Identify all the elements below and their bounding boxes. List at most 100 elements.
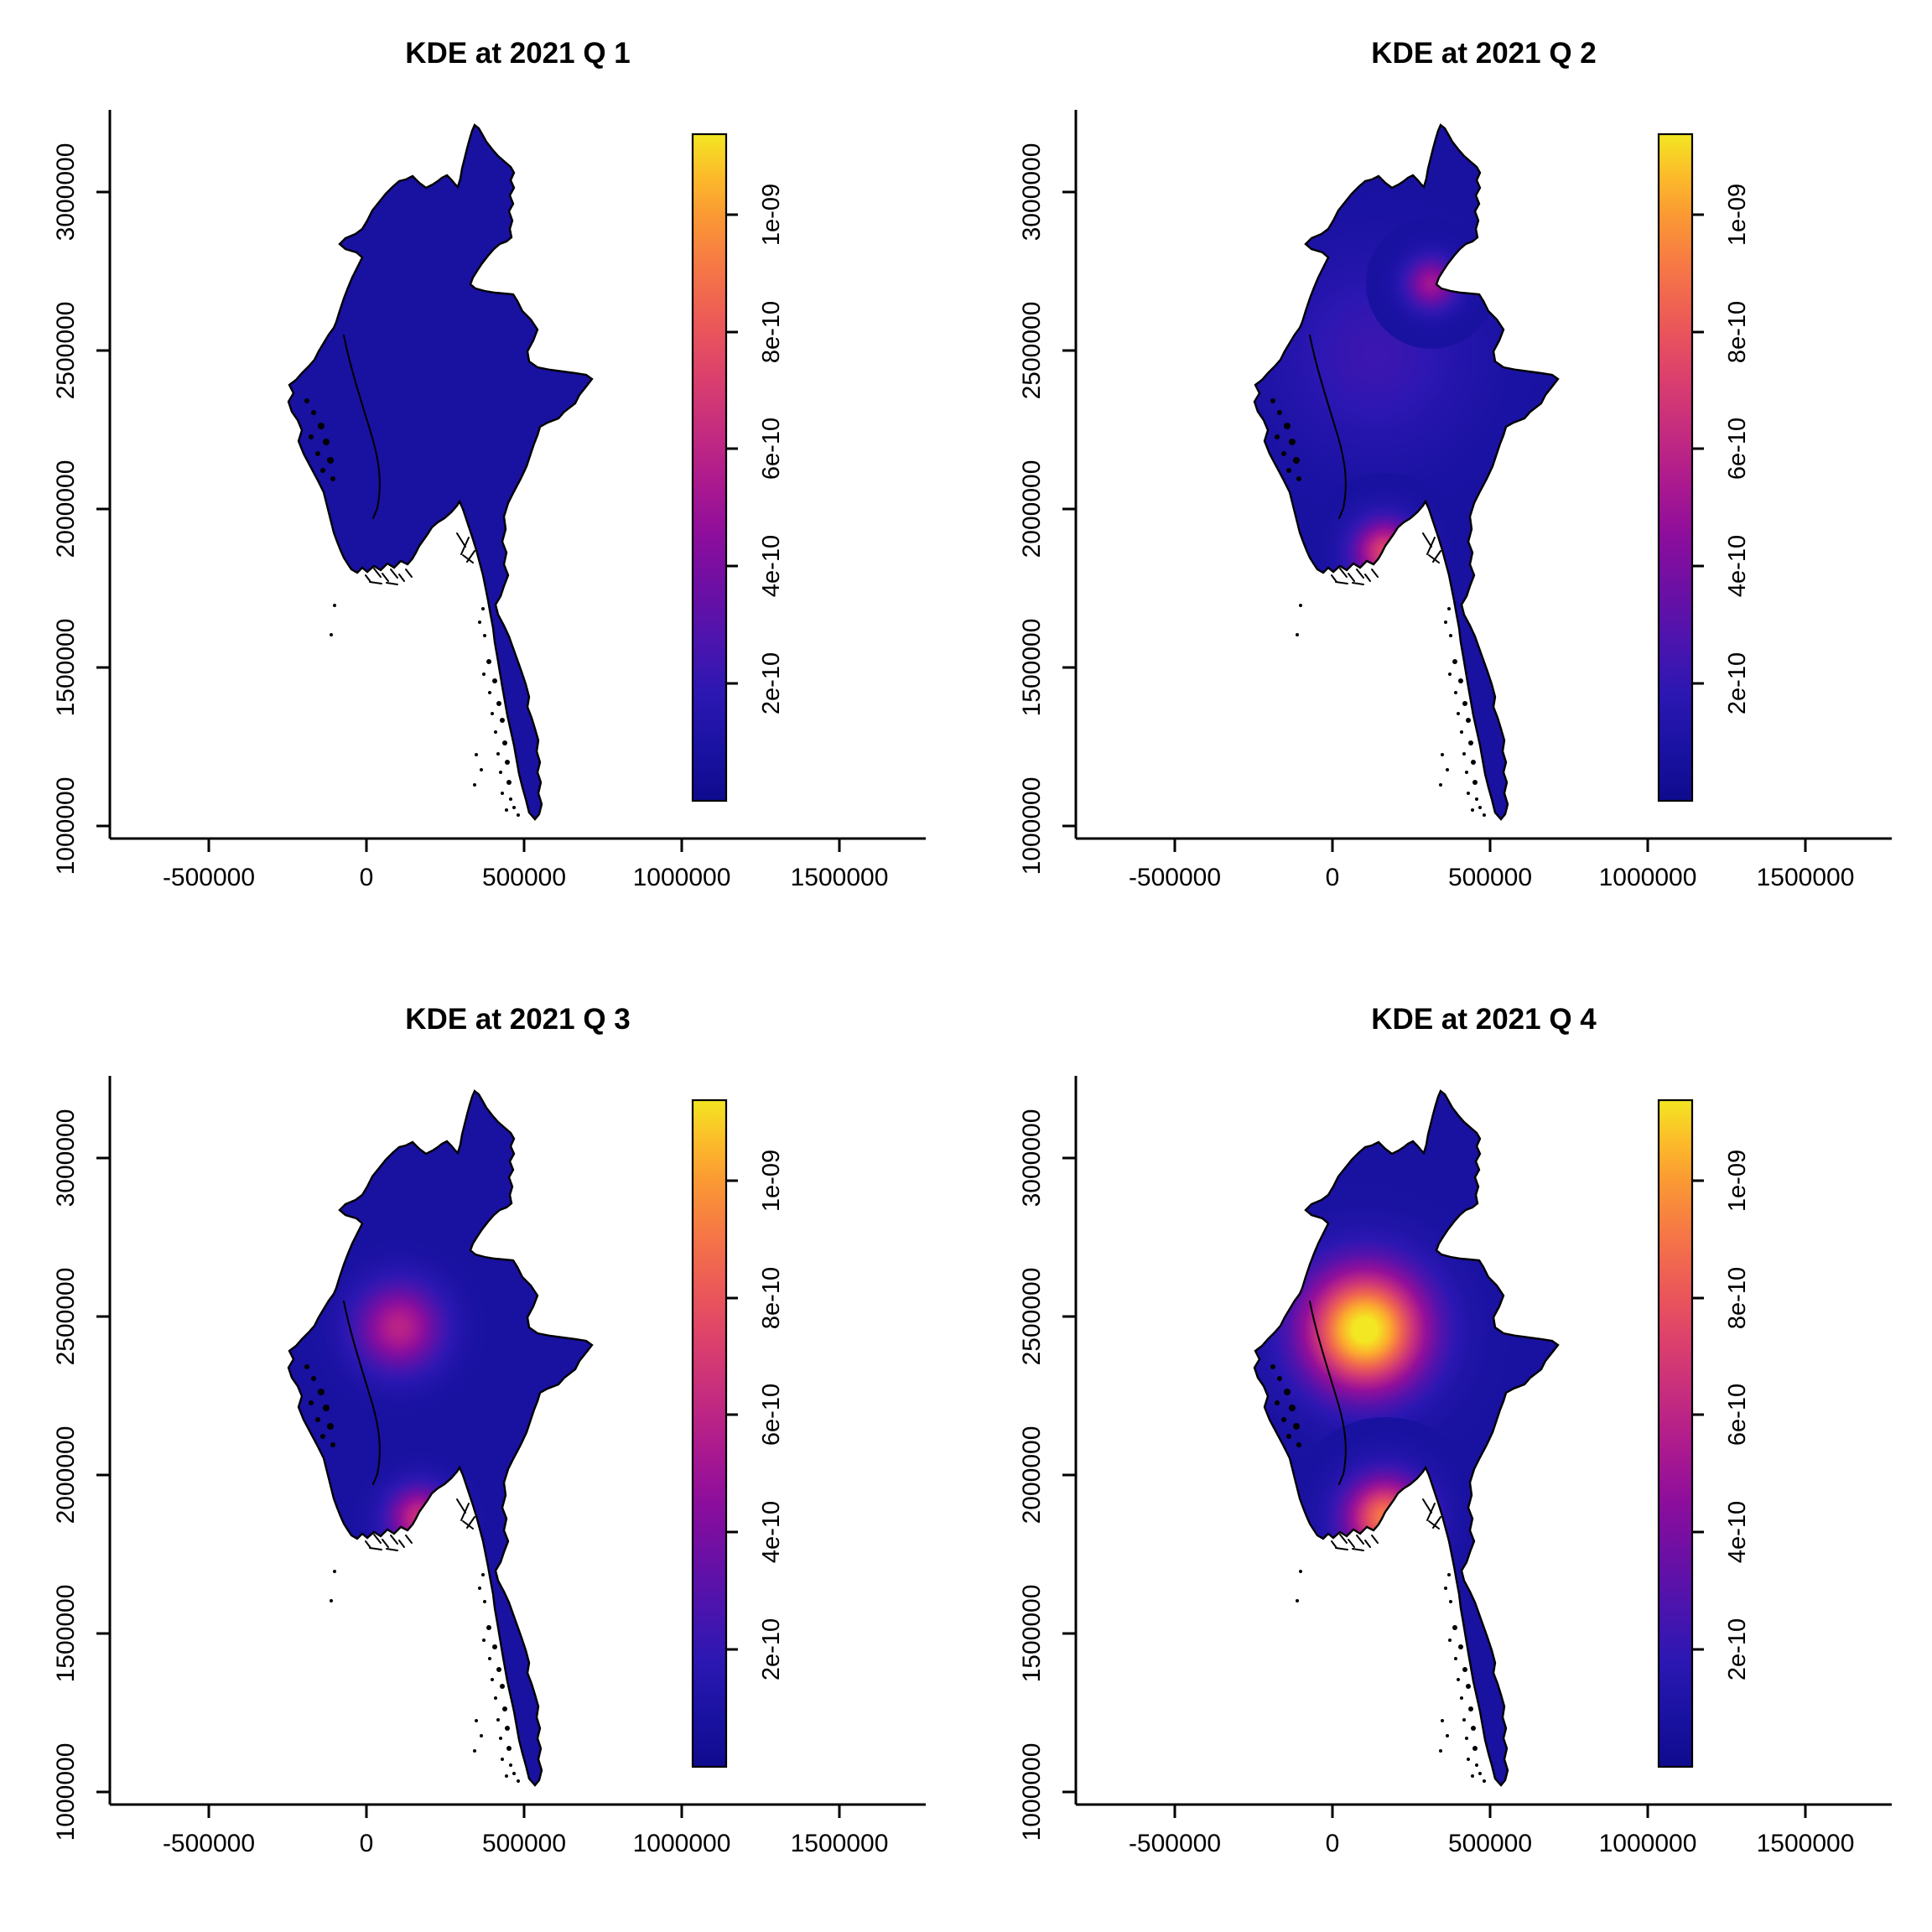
svg-text:1500000: 1500000 <box>1757 864 1855 891</box>
island-dot <box>1293 457 1300 464</box>
island-dot <box>323 1405 330 1411</box>
svg-text:-500000: -500000 <box>163 1830 255 1857</box>
island-dot <box>481 607 485 610</box>
svg-text:-500000: -500000 <box>1129 1830 1221 1857</box>
svg-text:0: 0 <box>360 1830 374 1857</box>
island-dot <box>1467 792 1470 795</box>
svg-text:3000000: 3000000 <box>1018 143 1046 242</box>
island-dot <box>315 451 320 456</box>
svg-text:2e-10: 2e-10 <box>1724 1618 1751 1680</box>
svg-text:8e-10: 8e-10 <box>1724 301 1751 363</box>
island-dot <box>1465 1737 1468 1740</box>
svg-text:6e-10: 6e-10 <box>1724 1384 1751 1446</box>
island-dot <box>1468 740 1473 745</box>
island-dot <box>1478 1772 1482 1775</box>
island-dot <box>509 1763 512 1767</box>
island-dot <box>1286 1434 1291 1439</box>
island-dot <box>1289 439 1296 445</box>
island-dot <box>491 712 494 715</box>
island-dot <box>1270 1364 1275 1369</box>
coastline-detail <box>1422 532 1441 564</box>
panel-title-q3: KDE at 2021 Q 3 <box>405 1003 631 1036</box>
svg-text:2000000: 2000000 <box>52 1426 80 1524</box>
island-dot <box>481 1573 485 1576</box>
island-dot <box>1475 797 1478 801</box>
coastline-detail <box>456 532 475 564</box>
island-dot <box>1299 604 1302 607</box>
island-dot <box>501 1758 504 1761</box>
island-dot <box>1284 1389 1291 1395</box>
coastline-detail <box>1422 1498 1441 1530</box>
colorbar: 2e-10 4e-10 6e-10 8e-10 1e-09 <box>691 1098 785 1768</box>
island-dot <box>483 634 486 637</box>
coastline-detail <box>343 335 381 519</box>
island-dot <box>1458 678 1463 683</box>
colorbar: 2e-10 4e-10 6e-10 8e-10 1e-09 <box>691 132 785 802</box>
island-dot <box>1471 1774 1474 1778</box>
svg-text:0: 0 <box>1326 1830 1340 1857</box>
island-dot <box>1277 1376 1282 1381</box>
island-dot <box>517 1779 520 1783</box>
svg-text:500000: 500000 <box>1448 1830 1532 1857</box>
island-dot <box>1452 1625 1457 1630</box>
kde-map-q1: -500000 0 500000 1000000 1500000 1000000 15000… <box>52 110 926 891</box>
svg-text:8e-10: 8e-10 <box>758 301 785 363</box>
svg-text:500000: 500000 <box>1448 864 1532 891</box>
island-dot <box>1483 1779 1486 1783</box>
coastline-detail <box>365 1534 413 1551</box>
island-dot <box>1462 752 1466 756</box>
svg-text:8e-10: 8e-10 <box>758 1267 785 1329</box>
panel-2021-q1: KDE at 2021 Q 1 -500000 0 500000 1000000 150… <box>0 0 966 966</box>
island-dot <box>1460 1696 1463 1700</box>
island-dot <box>509 797 512 801</box>
coastline-detail <box>1309 335 1347 519</box>
svg-text:0: 0 <box>1326 864 1340 891</box>
island-dot <box>499 1737 502 1740</box>
island-dot <box>1293 1423 1300 1430</box>
svg-text:2000000: 2000000 <box>1018 460 1046 558</box>
myanmar-outline <box>1253 123 1560 821</box>
island-dot <box>473 783 476 787</box>
island-dot <box>1446 768 1449 771</box>
island-dot <box>1439 783 1442 787</box>
island-dot <box>1449 634 1452 637</box>
island-dot <box>1462 1667 1467 1672</box>
island-dot <box>505 760 510 765</box>
island-dot <box>320 1434 325 1439</box>
island-dot <box>330 476 335 481</box>
island-dot <box>482 1639 486 1642</box>
svg-text:1500000: 1500000 <box>791 864 889 891</box>
island-dot <box>330 1599 333 1602</box>
island-dot <box>1289 1405 1296 1411</box>
island-dot <box>500 1684 505 1689</box>
island-dot <box>496 752 500 756</box>
svg-text:4e-10: 4e-10 <box>1724 1501 1751 1563</box>
island-dot <box>488 1657 491 1660</box>
island-dot <box>309 434 314 439</box>
svg-text:3000000: 3000000 <box>52 143 80 242</box>
island-dot <box>1471 808 1474 812</box>
island-dot <box>311 410 316 415</box>
island-dot <box>480 768 483 771</box>
island-dot <box>1281 451 1286 456</box>
island-dot <box>1270 398 1275 403</box>
island-dot <box>512 1772 516 1775</box>
svg-text:1000000: 1000000 <box>1599 864 1697 891</box>
island-dot <box>1296 1599 1299 1602</box>
island-dot <box>496 1718 500 1722</box>
panel-2021-q3: KDE at 2021 Q 3 -500000 0 500000 1000000 150… <box>0 966 966 1932</box>
island-dot <box>1460 730 1463 734</box>
coastline-detail <box>1331 1534 1379 1551</box>
island-dot <box>1275 434 1280 439</box>
island-dot <box>502 1706 507 1711</box>
density-raster <box>288 1091 592 1785</box>
coastline-detail <box>365 568 413 585</box>
svg-text:1000000: 1000000 <box>1599 1830 1697 1857</box>
svg-text:3000000: 3000000 <box>1018 1109 1046 1208</box>
island-dot <box>1457 712 1460 715</box>
island-dot <box>1277 410 1282 415</box>
island-dot <box>1275 1400 1280 1405</box>
svg-text:1e-09: 1e-09 <box>1724 1150 1751 1212</box>
island-dot <box>505 1774 508 1778</box>
island-dot <box>1439 1749 1442 1753</box>
